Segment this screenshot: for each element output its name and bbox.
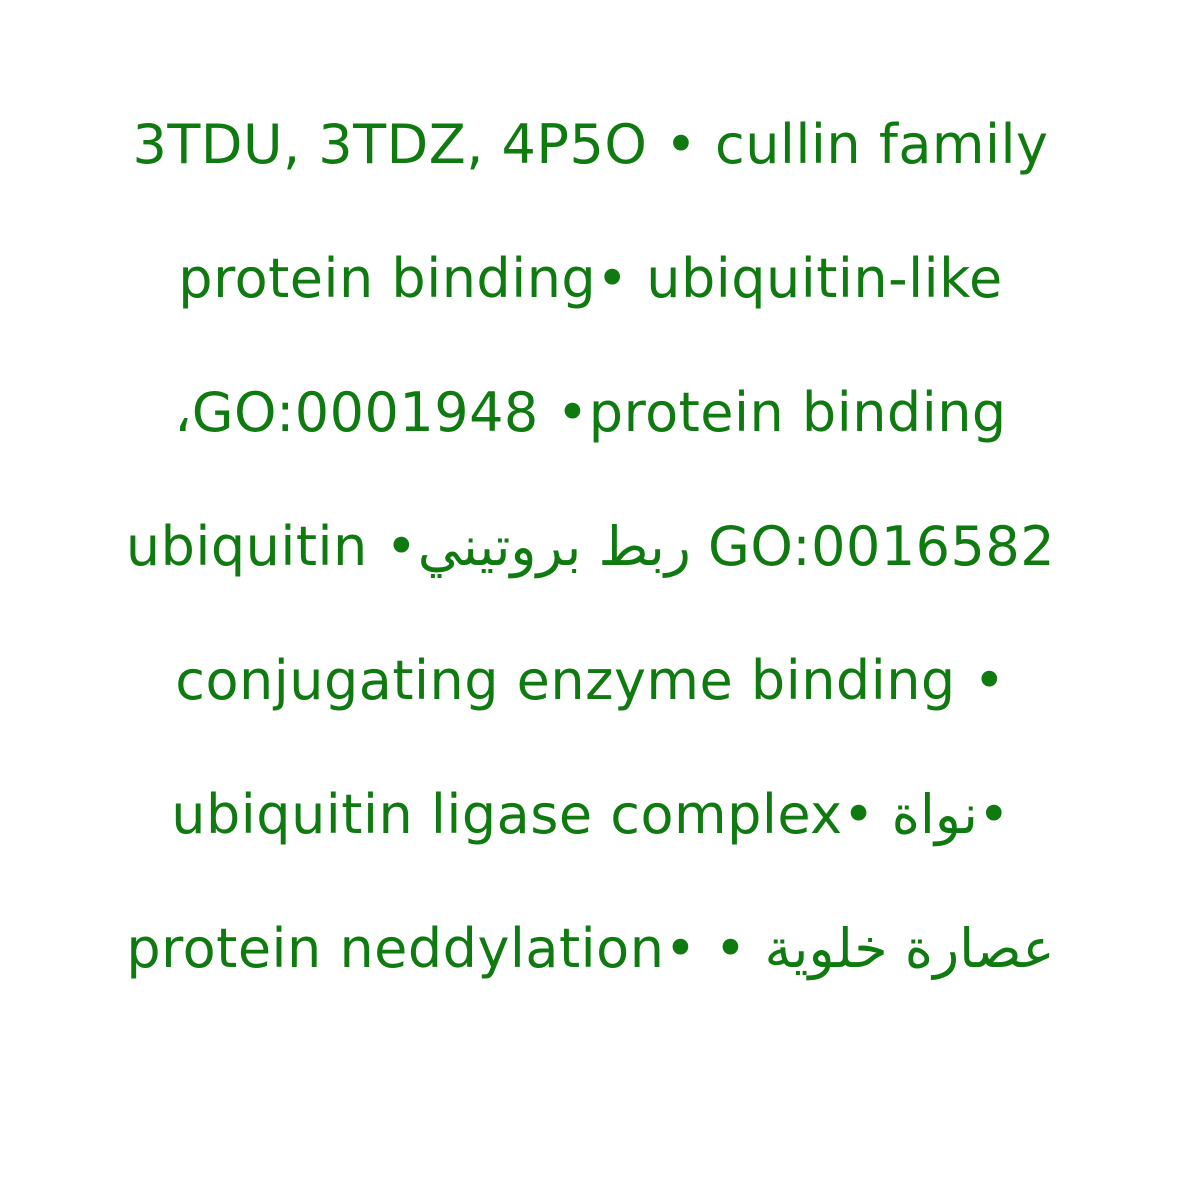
text-line-5: conjugating enzyme binding • <box>175 649 1006 712</box>
text-line-4: ubiquitin •ربط بروتيني GO:0016582 <box>125 515 1056 578</box>
text-line-7: protein neddylation• • عصارة خلوية <box>126 917 1055 980</box>
text-line-3: ،GO:0001948 •protein binding <box>174 381 1007 444</box>
text-line-1: 3TDU, 3TDZ, 4P5O • cullin family <box>132 113 1049 176</box>
text-block: 3TDU, 3TDZ, 4P5O • cullin family protein… <box>90 78 1091 1016</box>
text-line-6: •نواة •ubiquitin ligase complex <box>171 783 1010 846</box>
text-line-2: protein binding• ubiquitin-like <box>178 247 1003 310</box>
